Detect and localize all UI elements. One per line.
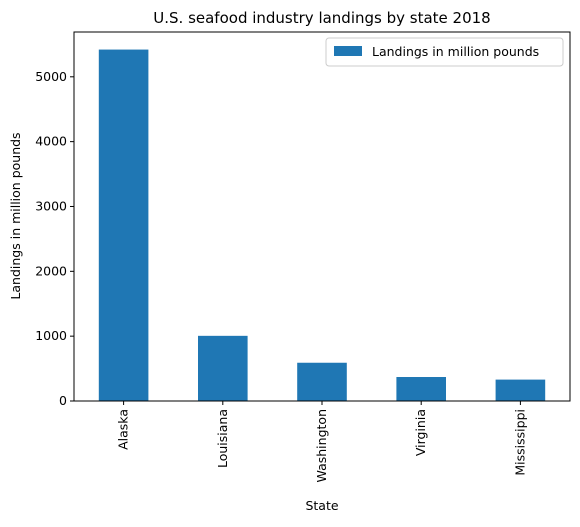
x-tick-label: Louisiana xyxy=(215,409,230,468)
plot-frame xyxy=(73,31,571,402)
legend: Landings in million pounds xyxy=(325,37,564,67)
bar-louisiana xyxy=(198,335,248,401)
y-tick-label: 4000 xyxy=(35,134,67,149)
x-axis-label: State xyxy=(305,498,338,513)
legend-box xyxy=(325,37,564,67)
legend-label: Landings in million pounds xyxy=(372,44,539,59)
y-tick-label: 0 xyxy=(59,393,67,408)
bar-virginia xyxy=(396,377,446,401)
bar-washington xyxy=(297,362,347,401)
y-tick-label: 5000 xyxy=(35,69,67,84)
ticks-layer: Alaska Louisiana Washington Virginia Mississ… xyxy=(35,69,527,483)
legend-swatch xyxy=(334,46,362,56)
x-tick-label: Alaska xyxy=(116,409,131,450)
y-tick-label: 1000 xyxy=(35,328,67,343)
y-tick-label: 3000 xyxy=(35,198,67,213)
y-tick-label: 2000 xyxy=(35,263,67,278)
bars-layer xyxy=(98,49,546,401)
bar-mississippi xyxy=(495,379,546,401)
x-tick-label: Mississippi xyxy=(512,409,527,476)
x-tick-label: Washington xyxy=(314,409,329,482)
x-tick-label: Virginia xyxy=(413,409,428,456)
y-axis-label: Landings in million pounds xyxy=(8,132,23,299)
chart-title: U.S. seafood industry landings by state … xyxy=(153,9,490,27)
bar-alaska xyxy=(98,49,149,401)
